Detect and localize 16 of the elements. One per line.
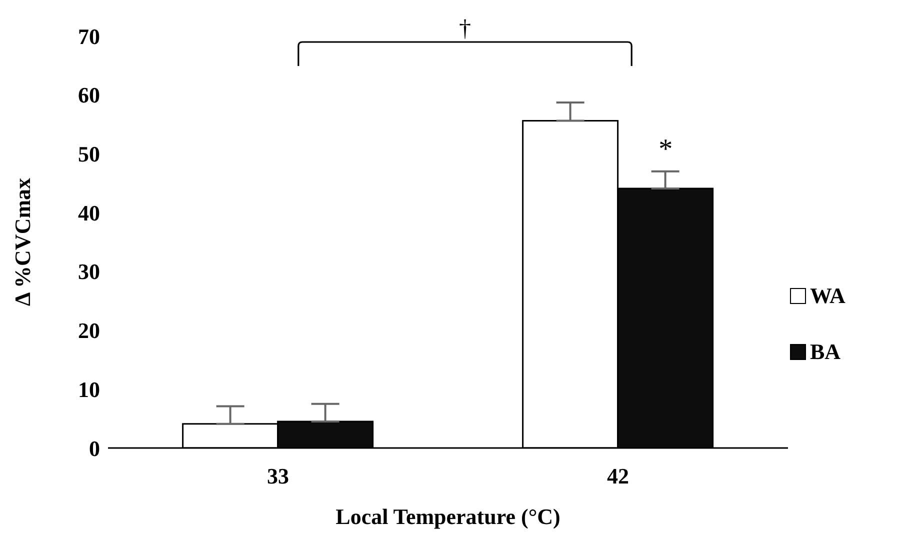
legend-label: WA <box>810 283 846 309</box>
x-tick-label: 33 <box>267 464 289 489</box>
y-tick-label: 70 <box>78 24 100 49</box>
y-tick-label: 30 <box>78 259 100 284</box>
annotation: † <box>459 16 471 42</box>
y-tick-label: 40 <box>78 200 100 226</box>
x-axis-title: Local Temperature (°C) <box>336 504 560 529</box>
x-tick-label: 42 <box>607 464 629 489</box>
y-tick-label: 0 <box>89 436 100 461</box>
y-tick-label: 50 <box>78 142 100 167</box>
y-tick-label: 20 <box>78 318 100 344</box>
y-axis-title: Δ %CVCmax <box>10 178 35 306</box>
annotation: * <box>658 134 673 165</box>
y-tick-label: 10 <box>78 376 100 402</box>
y-tick-label: 60 <box>78 82 100 108</box>
legend-label: BA <box>810 339 841 365</box>
